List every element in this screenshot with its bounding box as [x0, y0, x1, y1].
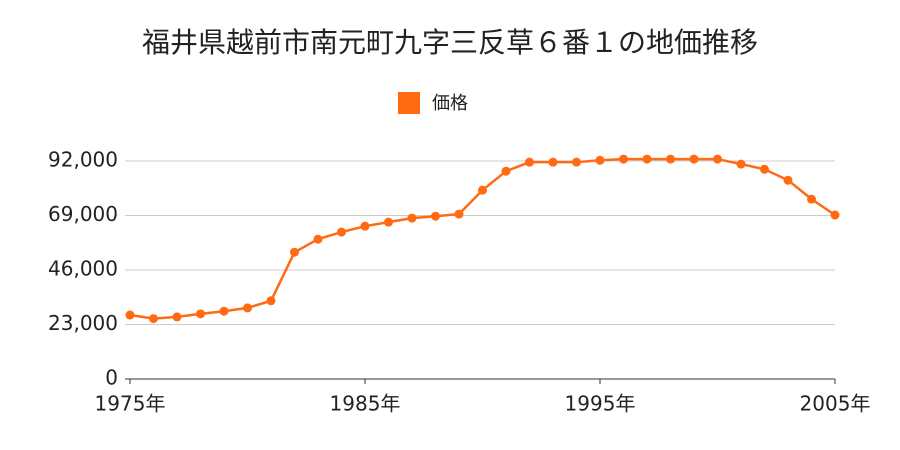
x-tick-label: 1975年: [95, 392, 166, 416]
point: [501, 166, 511, 176]
point: [595, 155, 605, 165]
y-tick-label: 46,000: [48, 257, 118, 281]
y-tick-label: 0: [105, 366, 118, 390]
point: [407, 213, 417, 223]
point: [619, 154, 628, 164]
point: [760, 164, 769, 174]
point: [172, 312, 182, 322]
point: [548, 157, 558, 167]
line: [129, 157, 836, 320]
point: [666, 154, 675, 164]
point: [219, 306, 229, 316]
x-tick-label: 2005年: [800, 392, 871, 416]
chart-title: 福井県越前市南元町九字三反草６番１の地価推移: [142, 26, 758, 59]
point: [783, 175, 793, 185]
point: [454, 209, 464, 219]
legend-swatch: [398, 92, 420, 114]
point: [478, 185, 487, 195]
point: [290, 247, 299, 257]
point: [360, 221, 370, 231]
point: [713, 154, 722, 164]
point: [642, 154, 652, 164]
point: [196, 309, 205, 319]
point: [337, 227, 346, 237]
point: [736, 159, 746, 169]
x-tick-label: 1995年: [565, 392, 636, 416]
point: [149, 314, 158, 324]
point: [807, 194, 816, 204]
point: [525, 157, 534, 167]
point: [266, 296, 276, 306]
point: [689, 154, 699, 164]
point: [384, 217, 393, 227]
y-tick-label: 92,000: [48, 148, 118, 172]
point: [431, 211, 440, 221]
y-tick-label: 69,000: [48, 202, 118, 226]
point: [125, 310, 135, 320]
x-tick-label: 1985年: [330, 392, 401, 416]
point: [830, 210, 840, 220]
point: [313, 234, 323, 244]
y-tick-label: 23,000: [48, 311, 118, 335]
legend-label: 価格: [432, 93, 468, 114]
point: [243, 303, 252, 313]
point: [572, 157, 581, 167]
